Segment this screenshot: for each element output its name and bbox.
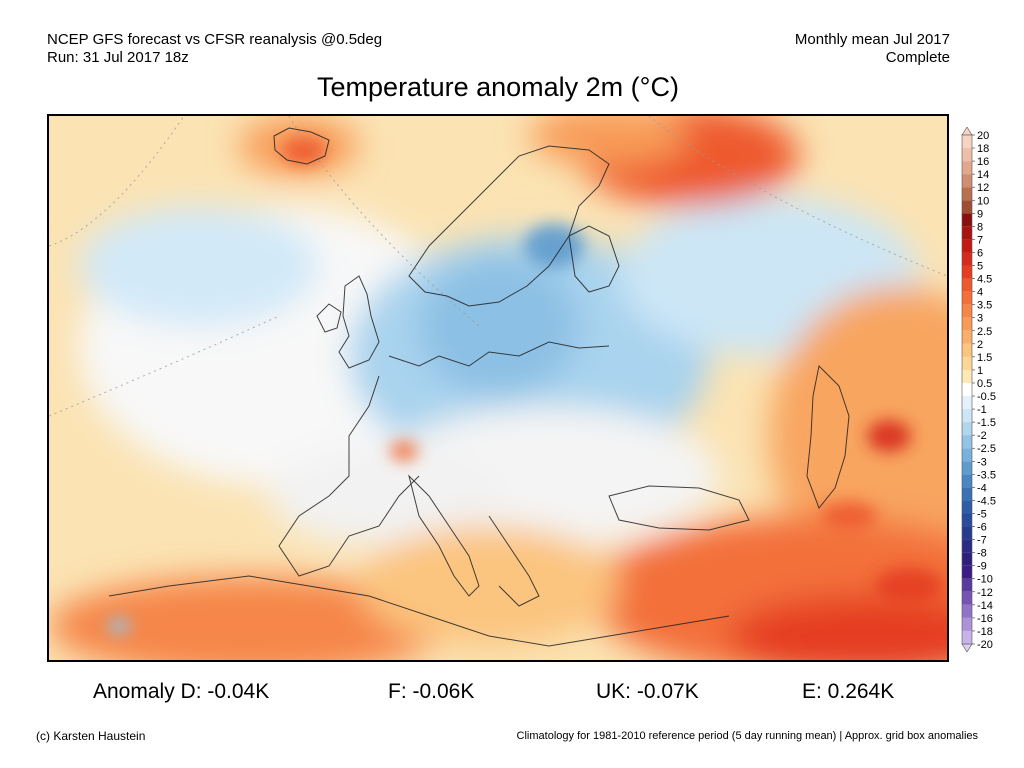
colorbar-tick-label: 4.5 xyxy=(977,274,992,286)
colorbar-swatch xyxy=(962,161,972,175)
colorbar-swatch xyxy=(962,304,972,318)
colorbar-tick-label: 14 xyxy=(977,169,989,181)
colorbar-tick-label: 3 xyxy=(977,313,983,325)
run-time: Run: 31 Jul 2017 18z xyxy=(47,49,189,66)
colorbar-tick-label: 9 xyxy=(977,208,983,220)
colorbar-swatch xyxy=(962,513,972,527)
colorbar-swatch xyxy=(962,461,972,475)
colorbar-tick-label: -2 xyxy=(977,430,987,442)
colorbar-swatch xyxy=(962,435,972,449)
anomaly-germany: Anomaly D: -0.04K xyxy=(93,680,270,703)
colorbar-tick-label: 1 xyxy=(977,365,983,377)
colorbar-swatch xyxy=(962,526,972,540)
colorbar-swatch xyxy=(962,369,972,383)
colorbar-swatch xyxy=(962,252,972,266)
colorbar-swatch xyxy=(962,591,972,605)
colorbar-swatch xyxy=(962,500,972,514)
colorbar-frame xyxy=(961,134,973,645)
colorbar-tick-label: -18 xyxy=(977,626,993,638)
colorbar-swatch xyxy=(962,448,972,462)
colorbar-tick-label: 2 xyxy=(977,339,983,351)
map-title: Temperature anomaly 2m (°C) xyxy=(317,72,679,102)
colorbar-swatch xyxy=(962,187,972,201)
colorbar-tick-label: 3.5 xyxy=(977,300,992,312)
colorbar-bottom-arrow xyxy=(961,643,973,652)
colorbar-tick-label: 16 xyxy=(977,156,989,168)
copyright-notice: (c) Karsten Haustein xyxy=(36,729,146,743)
colorbar-swatch xyxy=(962,382,972,397)
colorbar-tick-label: 6 xyxy=(977,247,983,259)
colorbar-tick-label: -7 xyxy=(977,535,987,547)
colorbar-swatch xyxy=(962,578,972,592)
colorbar-top-arrow xyxy=(961,127,973,136)
anomaly-france: F: -0.06K xyxy=(388,680,475,703)
colorbar-tick-label: 0.5 xyxy=(977,378,992,390)
colorbar-tick-label: 12 xyxy=(977,182,989,194)
colorbar-tick-label: -3.5 xyxy=(977,469,996,481)
colorbar-tick-label: -1.5 xyxy=(977,417,996,429)
colorbar-tick-label: 5 xyxy=(977,261,983,273)
colorbar-tick-label: -9 xyxy=(977,561,987,573)
colorbar-tick-label: 20 xyxy=(977,130,989,142)
colorbar-tick-label: 1.5 xyxy=(977,352,992,364)
colorbar-tick-label: -6 xyxy=(977,522,987,534)
colorbar-swatch xyxy=(962,552,972,566)
colorbar-tick-label: -16 xyxy=(977,613,993,625)
anomaly-map xyxy=(47,114,949,662)
colorbar-tick-label: -8 xyxy=(977,548,987,560)
colorbar-swatch xyxy=(962,396,972,410)
colorbar-tick-label: -2.5 xyxy=(977,443,996,455)
model-run-description: NCEP GFS forecast vs CFSR reanalysis @0.… xyxy=(47,31,383,48)
colorbar-tick-label: -10 xyxy=(977,574,993,586)
colorbar-tick-label: 7 xyxy=(977,234,983,246)
colorbar-swatch xyxy=(962,630,972,644)
colorbar-tick-label: -1 xyxy=(977,404,987,416)
colorbar-swatch xyxy=(962,226,972,240)
colorbar-tick-label: -4 xyxy=(977,482,987,494)
colorbar-tick-label: -0.5 xyxy=(977,391,996,403)
colorbar-tick-label: 8 xyxy=(977,221,983,233)
colorbar-swatch xyxy=(962,265,972,279)
period-description: Monthly mean Jul 2017 xyxy=(794,31,950,48)
colorbar-swatch xyxy=(962,278,972,292)
colorbar-swatch xyxy=(962,135,972,149)
colorbar-swatch xyxy=(962,343,972,357)
colorbar-tick-label: -3 xyxy=(977,456,987,468)
colorbar-tick-label: -20 xyxy=(977,639,993,651)
colorbar-swatch xyxy=(962,487,972,501)
colorbar-swatch xyxy=(962,239,972,253)
colorbar-tick-label: 4 xyxy=(977,287,983,299)
colorbar-swatch xyxy=(962,213,972,227)
colorbar-swatch xyxy=(962,565,972,579)
colorbar-swatch xyxy=(962,148,972,162)
colorbar-swatch xyxy=(962,291,972,305)
colorbar-tick-label: -4.5 xyxy=(977,495,996,507)
colorbar-tick-label: 10 xyxy=(977,195,989,207)
anomaly-europe: E: 0.264K xyxy=(802,680,895,703)
colorbar-swatch xyxy=(962,422,972,436)
completion-status: Complete xyxy=(885,49,950,66)
colorbar-swatch xyxy=(962,474,972,488)
colorbar-swatch xyxy=(962,409,972,423)
climatology-note: Climatology for 1981-2010 reference peri… xyxy=(516,730,978,742)
colorbar-swatch xyxy=(962,617,972,631)
colorbar-tick-label: -5 xyxy=(977,508,987,520)
colorbar-swatch xyxy=(962,317,972,331)
colorbar-swatch xyxy=(962,330,972,344)
colorbar-tick-label: -12 xyxy=(977,587,993,599)
colorbar-swatch xyxy=(962,539,972,553)
colorbar-swatch xyxy=(962,174,972,188)
colorbar-tick-label: -14 xyxy=(977,600,993,612)
anomaly-uk: UK: -0.07K xyxy=(596,680,699,703)
colorbar-swatch xyxy=(962,604,972,618)
colorbar-tick-label: 18 xyxy=(977,143,989,155)
colorbar-tick-label: 2.5 xyxy=(977,326,992,338)
colorbar-swatch xyxy=(962,200,972,214)
colorbar-swatch xyxy=(962,356,972,370)
